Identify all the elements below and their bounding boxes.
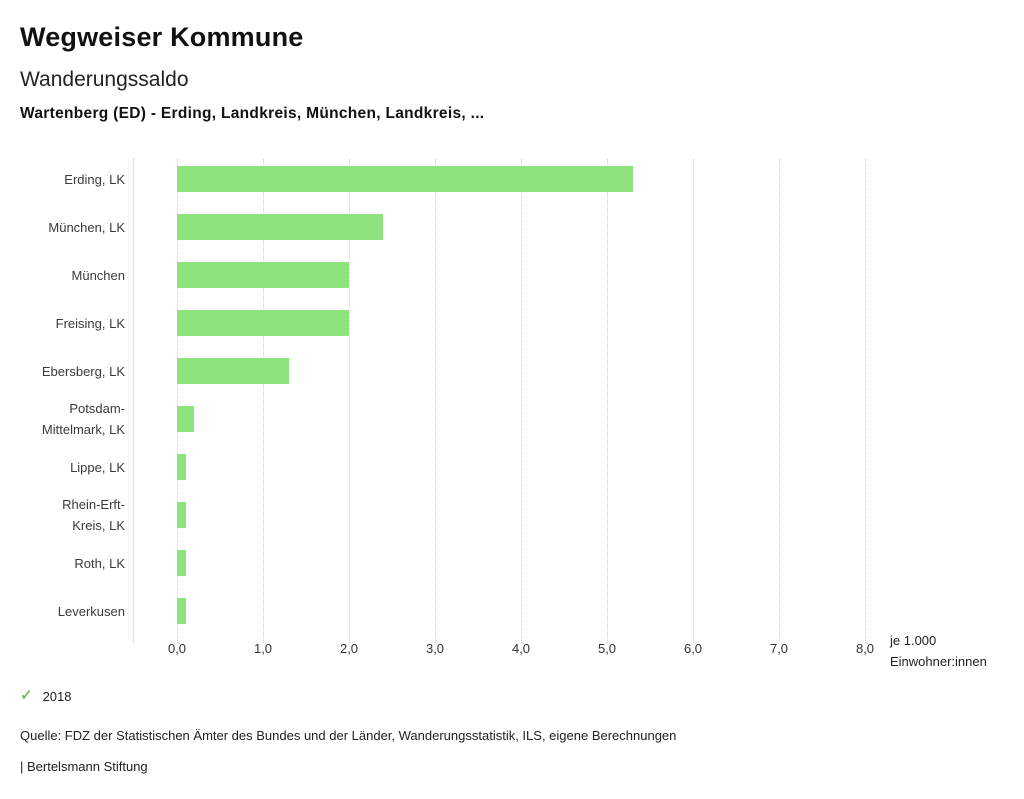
bar-chart: Erding, LK München, LK München Freising, LK… [0,155,1024,643]
category-label: Potsdam- Mittelmark, LK [41,401,125,437]
legend-year-label: 2018 [42,688,72,704]
x-tick-label: 2,0 [339,641,359,656]
bar-row: München [0,251,1024,299]
bar[interactable] [177,502,186,528]
category-label: Rhein-Erft- Kreis, LK [62,497,125,533]
gridline [693,159,694,643]
category-label: Lippe, LK [70,459,125,475]
attribution-text: | Bertelsmann Stiftung [20,759,148,774]
x-tick-label: 5,0 [597,641,617,656]
bar-row: Erding, LK [0,155,1024,203]
check-icon: ✓ [20,687,33,704]
bar-track [177,539,865,587]
x-tick-label: 1,0 [253,641,273,656]
bar-row: München, LK [0,203,1024,251]
indicator-title: Wanderungssaldo [20,68,189,91]
gridline [349,159,350,643]
category-label: Leverkusen [57,603,125,619]
bar[interactable] [177,262,349,288]
x-axis-unit-label: je 1.000 Einwohner:innen [890,630,987,672]
gridline [177,159,178,643]
category-label: Roth, LK [74,555,125,571]
source-text: Quelle: FDZ der Statistischen Ämter des … [20,728,677,743]
bar-track [177,155,865,203]
bar-track [177,251,865,299]
bar-row: Rhein-Erft- Kreis, LK [0,491,1024,539]
bar[interactable] [177,358,289,384]
plot-grid [177,155,866,643]
bar[interactable] [177,550,186,576]
x-axis-unit-line2: Einwohner:innen [890,654,987,669]
bar-track [177,347,865,395]
x-tick-label: 4,0 [511,641,531,656]
bar-track [177,299,865,347]
x-axis: 0,0 1,0 2,0 3,0 4,0 5,0 6,0 7,0 8,0 [168,641,874,661]
x-tick-label: 8,0 [855,641,875,656]
gridline [435,159,436,643]
page-title: Wegweiser Kommune [20,22,304,52]
bar[interactable] [177,166,633,192]
bar[interactable] [177,310,349,336]
category-label: Ebersberg, LK [41,363,125,379]
x-tick-label: 0,0 [167,641,187,656]
x-tick-label: 7,0 [769,641,789,656]
bar-rows: Erding, LK München, LK München Freising, LK… [0,155,1024,635]
bar[interactable] [177,598,186,624]
bar-track [177,203,865,251]
x-tick-label: 3,0 [425,641,445,656]
bar-track [177,491,865,539]
bar-row: Ebersberg, LK [0,347,1024,395]
legend-year-toggle[interactable]: ✓ 2018 [20,688,72,704]
bar-row: Lippe, LK [0,443,1024,491]
category-label: München, LK [48,219,125,235]
bar-track [177,587,865,635]
category-label: Freising, LK [55,315,125,331]
bar[interactable] [177,454,186,480]
gridline [865,159,866,643]
x-tick-label: 6,0 [683,641,703,656]
gridline [779,159,780,643]
category-label: Erding, LK [64,171,125,187]
bar-track [177,443,865,491]
x-axis-unit-line1: je 1.000 [890,633,937,648]
bar-row: Roth, LK [0,539,1024,587]
y-axis-line [133,159,134,643]
bar-row: Potsdam- Mittelmark, LK [0,395,1024,443]
bar-row: Freising, LK [0,299,1024,347]
gridline [521,159,522,643]
region-selection: Wartenberg (ED) - Erding, Landkreis, Mün… [20,105,485,122]
gridline [263,159,264,643]
category-label: München [71,267,125,283]
bar-row: Leverkusen [0,587,1024,635]
bar[interactable] [177,406,195,432]
bar[interactable] [177,214,384,240]
gridline [607,159,608,643]
bar-track [177,395,865,443]
